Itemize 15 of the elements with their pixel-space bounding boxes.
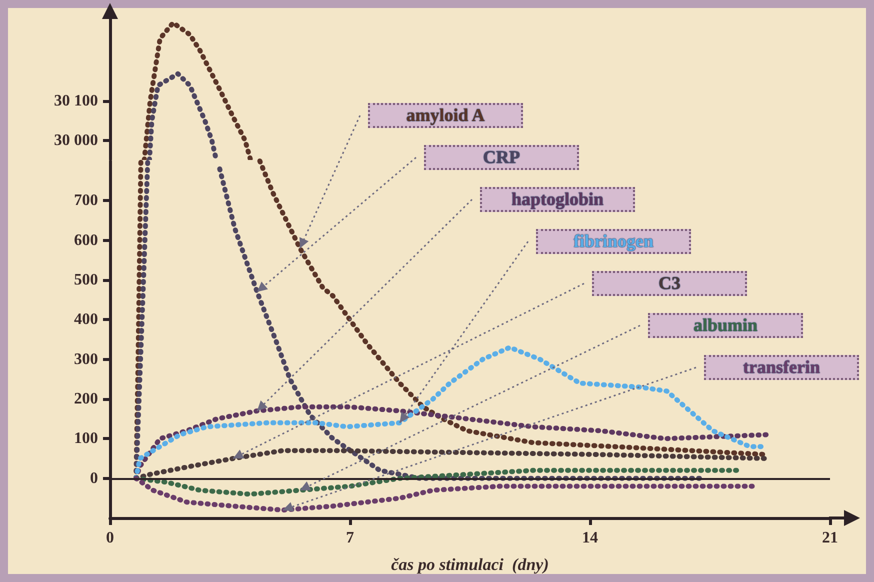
y-tick-label: 600 bbox=[74, 232, 98, 249]
x-tick-label: 21 bbox=[822, 530, 838, 546]
y-tick-label: 200 bbox=[74, 390, 98, 408]
y-tick-label: 100 bbox=[74, 430, 98, 448]
x-tick-label: 0 bbox=[106, 530, 114, 546]
y-tick-label: 400 bbox=[74, 311, 98, 328]
x-axis-title: čas po stimulaci (dny) bbox=[391, 555, 549, 574]
y-tick-label: 30 100 bbox=[54, 92, 98, 110]
y-tick-label: 700 bbox=[74, 192, 98, 210]
y-tick-label: 500 bbox=[74, 272, 98, 288]
x-tick-label: 14 bbox=[582, 530, 598, 546]
y-tick-label: 30 000 bbox=[54, 132, 98, 149]
x-tick-label: 7 bbox=[346, 530, 354, 546]
y-tick-label: 300 bbox=[74, 350, 98, 368]
y-tick-label: 0 bbox=[90, 470, 98, 487]
